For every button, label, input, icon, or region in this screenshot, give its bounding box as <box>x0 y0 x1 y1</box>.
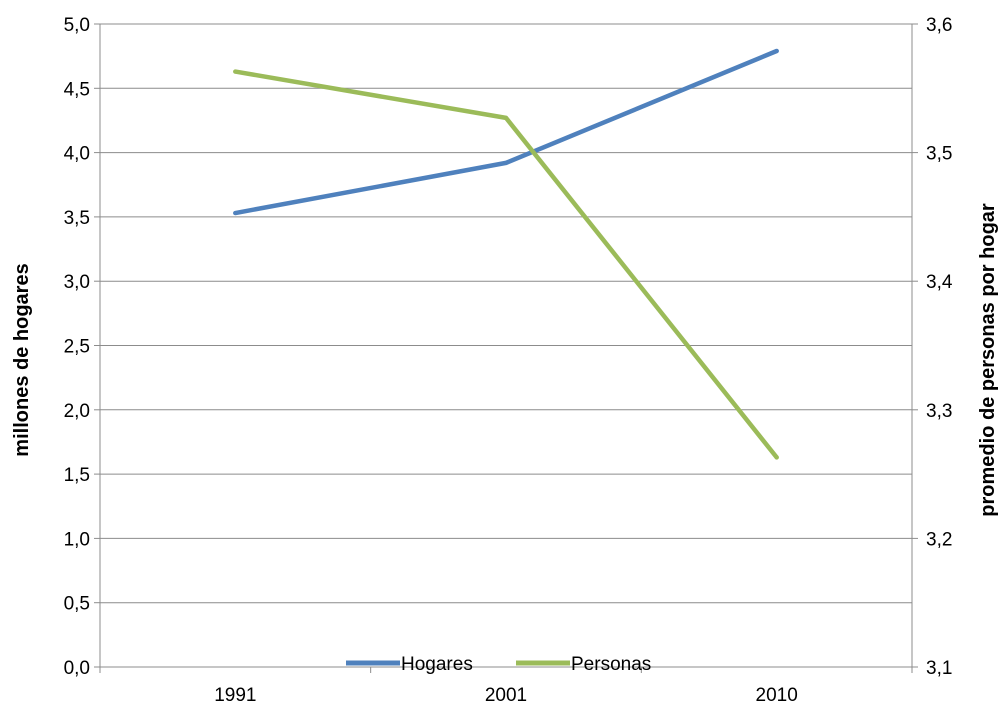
data-point-personas <box>774 455 779 460</box>
left-tick-label: 1,5 <box>64 465 90 486</box>
legend-label-personas: Personas <box>571 654 651 675</box>
right-tick-label: 3,2 <box>926 529 952 550</box>
right-tick-label: 3,3 <box>926 401 952 422</box>
x-tick-label: 1991 <box>214 685 256 702</box>
data-point-hogares <box>233 211 238 216</box>
left-y-axis-ticks: 0,0 0,5 1,0 1,5 2,0 2,5 3,0 3,5 4,0 4,5 5,0 <box>64 15 100 679</box>
left-tick-label: 2,5 <box>64 337 90 358</box>
right-tick-label: 3,4 <box>926 272 953 293</box>
left-tick-label: 4,0 <box>64 144 90 165</box>
left-tick-label: 1,0 <box>64 529 90 550</box>
data-point-hogares <box>774 49 779 54</box>
left-tick-label: 0,5 <box>64 594 90 615</box>
right-tick-label: 3,1 <box>926 658 952 679</box>
data-point-personas <box>233 69 238 74</box>
left-tick-label: 4,5 <box>64 79 90 100</box>
data-point-hogares <box>504 160 508 165</box>
left-tick-label: 3,5 <box>64 208 90 229</box>
series-line-hogares <box>233 48 779 216</box>
right-tick-label: 3,6 <box>926 15 952 36</box>
left-tick-label: 5,0 <box>64 15 90 36</box>
series-line-personas <box>233 69 779 460</box>
right-tick-label: 3,5 <box>926 144 952 165</box>
data-point-personas <box>504 115 508 120</box>
right-y-axis-ticks: 3,1 3,2 3,3 3,4 3,5 3,6 <box>912 15 953 679</box>
x-axis-ticks: 1991 2001 2010 <box>99 667 913 702</box>
x-tick-label: 2010 <box>756 685 798 702</box>
legend-label-hogares: Hogares <box>401 654 473 675</box>
series-lines <box>233 48 779 460</box>
legend: Hogares Personas <box>346 654 651 675</box>
left-tick-label: 3,0 <box>64 272 90 293</box>
right-axis-title: promedio de personas por hogar <box>977 203 999 517</box>
left-axis-title: millones de hogares <box>11 263 33 456</box>
gridlines <box>100 23 912 604</box>
x-tick-label: 2001 <box>485 685 527 702</box>
left-tick-label: 0,0 <box>64 658 90 679</box>
left-tick-label: 2,0 <box>64 401 90 422</box>
